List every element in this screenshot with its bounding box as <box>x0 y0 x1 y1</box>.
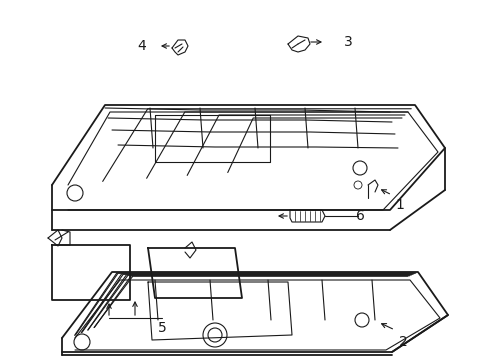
Text: 2: 2 <box>398 335 407 349</box>
Text: 1: 1 <box>395 198 404 212</box>
Text: 4: 4 <box>137 39 146 53</box>
Text: 3: 3 <box>343 35 352 49</box>
Text: 6: 6 <box>355 209 364 223</box>
Text: 5: 5 <box>157 321 166 335</box>
